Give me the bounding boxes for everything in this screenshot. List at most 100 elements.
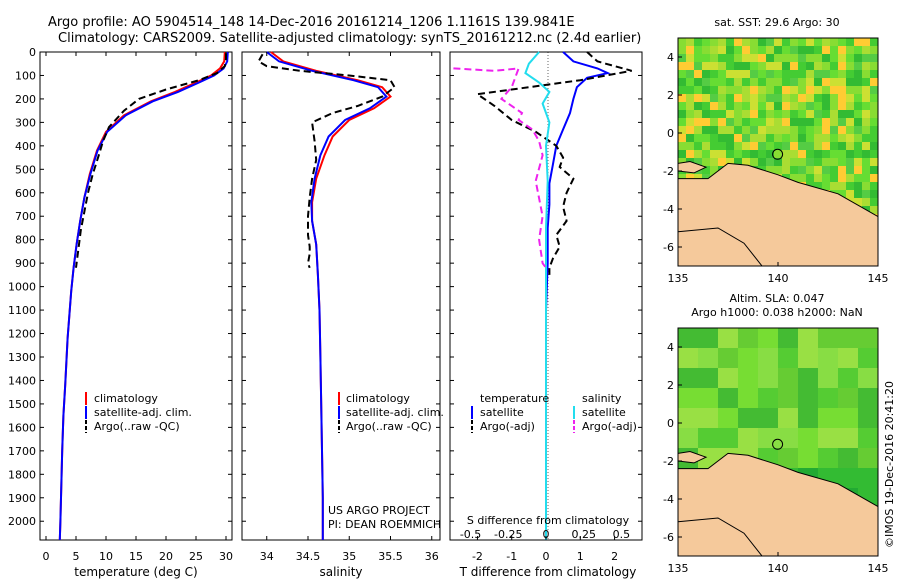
map-cell	[742, 86, 750, 94]
sla-map-subtitle: Argo h1000: 0.038 h2000: NaN	[691, 306, 863, 319]
map-cell	[806, 158, 814, 166]
map-cell	[698, 368, 718, 388]
map-cell	[854, 94, 862, 102]
map-cell	[702, 102, 710, 110]
map-cell	[798, 102, 806, 110]
map-cell	[774, 62, 782, 70]
map-cell	[718, 110, 726, 118]
map-cell	[734, 54, 742, 62]
map-cell	[710, 38, 718, 46]
map-cell	[710, 62, 718, 70]
map-cell	[758, 134, 766, 142]
map-cell	[758, 86, 766, 94]
map-cell	[838, 190, 846, 198]
map-cell	[814, 142, 822, 150]
map-cell	[678, 174, 686, 182]
map-cell	[790, 110, 798, 118]
map-cell	[686, 62, 694, 70]
map-cell	[686, 142, 694, 150]
map-cell	[702, 54, 710, 62]
map-cell	[798, 46, 806, 54]
map-cell	[806, 110, 814, 118]
map-cell	[734, 86, 742, 94]
y-tick-label: 600	[15, 187, 36, 200]
x-tick-label: 145	[868, 272, 889, 285]
map-cell	[830, 86, 838, 94]
map-cell	[846, 70, 854, 78]
map-cell	[838, 166, 846, 174]
map-cell	[710, 134, 718, 142]
map-cell	[750, 86, 758, 94]
map-cell	[862, 118, 870, 126]
map-cell	[782, 166, 790, 174]
map-cell	[838, 150, 846, 158]
map-cell	[758, 38, 766, 46]
map-cell	[854, 182, 862, 190]
t-difference-label: T difference from climatology	[459, 565, 637, 579]
map-cell	[758, 158, 766, 166]
map-cell	[854, 134, 862, 142]
project-annotation: US ARGO PROJECT	[328, 504, 430, 517]
map-cell	[830, 150, 838, 158]
map-cell	[870, 198, 878, 206]
map-cell	[822, 38, 830, 46]
map-cell	[822, 182, 830, 190]
map-cell	[710, 166, 718, 174]
y-tick-label: 1100	[8, 304, 36, 317]
map-cell	[862, 174, 870, 182]
difference-legend: temperature satellite Argo(-adj) salinit…	[471, 392, 637, 433]
map-cell	[782, 110, 790, 118]
map-cell	[870, 158, 878, 166]
map-cell	[694, 158, 702, 166]
map-cell	[678, 134, 686, 142]
map-cell	[798, 448, 818, 468]
map-cell	[814, 166, 822, 174]
argo-position-marker	[772, 148, 784, 160]
map-cell	[702, 38, 710, 46]
x-tick-label: 0	[543, 550, 550, 563]
map-cell	[702, 126, 710, 134]
map-cell	[694, 102, 702, 110]
map-cell	[838, 102, 846, 110]
map-cell	[798, 78, 806, 86]
y-tick-label: 0	[667, 417, 674, 430]
map-cell	[686, 126, 694, 134]
series-line-salinity-satellite	[524, 51, 551, 540]
map-cell	[858, 428, 878, 448]
map-cell	[718, 46, 726, 54]
map-cell	[822, 46, 830, 54]
map-cell	[734, 78, 742, 86]
map-cell	[798, 388, 818, 408]
map-cell	[734, 126, 742, 134]
x-tick-label: 0	[543, 528, 550, 541]
map-cell	[862, 62, 870, 70]
map-cell	[870, 182, 878, 190]
map-cell	[790, 62, 798, 70]
series-line-climatology	[58, 51, 226, 541]
map-cell	[862, 166, 870, 174]
x-tick-label: 5	[73, 550, 80, 563]
map-cell	[862, 54, 870, 62]
map-cell	[854, 150, 862, 158]
map-cell	[698, 328, 718, 348]
map-cell	[718, 142, 726, 150]
map-cell	[830, 54, 838, 62]
map-cell	[846, 94, 854, 102]
map-cell	[734, 150, 742, 158]
map-cell	[726, 54, 734, 62]
map-cell	[750, 38, 758, 46]
map-cell	[846, 142, 854, 150]
map-cell	[846, 118, 854, 126]
map-cell	[710, 70, 718, 78]
map-cell	[782, 38, 790, 46]
map-cell	[798, 348, 818, 368]
map-cell	[678, 126, 686, 134]
map-cell	[774, 78, 782, 86]
map-cell	[774, 110, 782, 118]
map-cell	[782, 118, 790, 126]
land-island	[678, 160, 708, 174]
map-cell	[790, 46, 798, 54]
map-cell	[830, 182, 838, 190]
map-cell	[686, 94, 694, 102]
map-cell	[814, 62, 822, 70]
